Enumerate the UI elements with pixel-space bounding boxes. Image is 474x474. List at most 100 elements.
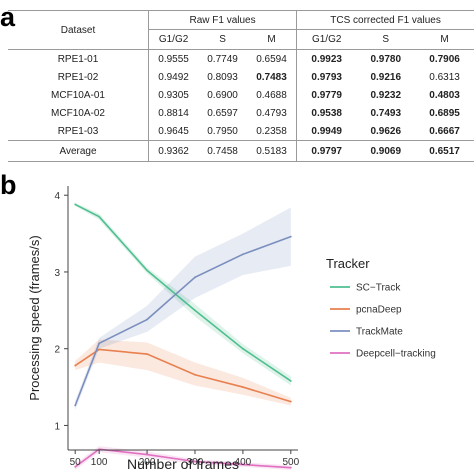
legend-label: Deepcell−tracking [356, 349, 436, 360]
sub-header: G1/G2 [311, 34, 342, 45]
data-point [194, 276, 196, 279]
sub-header: S [219, 34, 226, 45]
f1-value-cell: 0.6597 [207, 107, 238, 119]
f1-value-cell: 0.9923 [296, 49, 357, 68]
dataset-name-cell: MCF10A-01 [8, 86, 149, 104]
y-tick-label: 3 [54, 268, 60, 279]
f1-value-cell: 0.9779 [311, 89, 342, 101]
f1-value-cell: 0.9538 [311, 107, 342, 119]
f1-value-cell: 0.9949 [311, 125, 342, 137]
data-point [241, 386, 244, 388]
data-point [74, 465, 77, 468]
series-line-3 [74, 448, 291, 469]
data-point [194, 309, 196, 312]
table-row: RPE1-01 0.9555 0.7749 0.6594 0.9923 0.9780 0.7… [8, 49, 474, 68]
data-point [194, 373, 196, 376]
f1-value-cell: 0.8093 [207, 71, 238, 83]
data-point [289, 235, 292, 238]
data-point [289, 400, 292, 403]
band-0 [75, 202, 291, 386]
x-tick-label: 200 [139, 457, 156, 468]
band-1 [75, 339, 291, 406]
x-tick-label: 300 [187, 457, 204, 468]
f1-value-cell: 0.7493 [370, 107, 402, 119]
data-point [98, 215, 101, 218]
f1-table: Dataset Raw F1 values TCS corrected F1 v… [8, 10, 474, 162]
sub-header: G1/G2 [158, 34, 189, 45]
legend-label: TrackMate [356, 327, 403, 338]
x-axis-ticks: 50 100 200 300 400 500 [70, 450, 300, 468]
series-line-2 [74, 235, 292, 406]
confidence-bands [75, 202, 291, 470]
dataset-name-cell: Average [8, 140, 149, 162]
f1-value-cell: 0.9555 [148, 49, 199, 68]
table-row: RPE1-02 0.9492 0.8093 0.7483 0.9793 0.9216 0.6… [8, 68, 474, 86]
dataset-name-cell: RPE1-02 [8, 68, 149, 86]
sub-header: M [440, 34, 449, 45]
data-point [289, 466, 292, 469]
f1-value-cell: 0.7749 [198, 49, 247, 68]
f1-value-cell: 0.6594 [246, 49, 298, 68]
f1-value-cell: 0.4803 [429, 89, 460, 101]
x-tick-label: 100 [91, 457, 108, 468]
f1-value-cell: 0.6900 [207, 89, 238, 101]
raw-f1-header: Raw F1 values [148, 10, 298, 30]
f1-value-cell: 0.9793 [311, 71, 342, 83]
f1-value-cell: 0.6895 [429, 107, 460, 119]
x-axis-title: Number of frames [127, 456, 239, 472]
y-tick-label: 2 [54, 345, 60, 356]
x-tick-label: 50 [70, 457, 82, 468]
f1-value-cell: 0.6517 [415, 140, 474, 162]
data-point [74, 203, 77, 206]
legend-label: pcnaDeep [356, 305, 402, 316]
f1-value-cell: 0.2358 [246, 122, 298, 141]
f1-value-cell: 0.4793 [246, 104, 298, 122]
table-row: MCF10A-02 0.8814 0.6597 0.4793 0.9538 0.7493 0… [8, 104, 474, 122]
f1-value-cell: 0.7906 [415, 49, 474, 68]
data-point [194, 460, 196, 463]
f1-value-cell: 0.8814 [158, 107, 189, 119]
f1-value-cell: 0.7950 [207, 125, 238, 137]
table-row: RPE1-03 0.9645 0.7950 0.2358 0.9949 0.9626 0.6… [8, 122, 474, 141]
y-axis-title: Processing speed (frames/s) [27, 235, 42, 400]
dataset-header: Dataset [8, 10, 149, 50]
f1-value-cell: 0.5183 [246, 140, 298, 162]
sub-header: S [382, 34, 390, 45]
data-point [74, 404, 77, 407]
x-tick-label: 400 [235, 457, 252, 468]
data-point [241, 347, 244, 350]
data-point [289, 380, 292, 382]
legend: Tracker SC−Track pcnaDeep TrackMate Deepcel… [326, 256, 436, 360]
series-line-0 [74, 203, 292, 382]
y-tick-label: 4 [54, 191, 60, 202]
data-point [146, 353, 148, 355]
data-point [146, 453, 148, 456]
data-point [241, 463, 244, 466]
y-axis-ticks: 1 2 3 4 [54, 191, 68, 432]
f1-value-cell: 0.9069 [356, 140, 416, 162]
legend-title: Tracker [326, 256, 370, 271]
data-point [98, 348, 101, 351]
data-point [241, 253, 244, 256]
table-row: Average 0.9362 0.7458 0.5183 0.9797 0.9069 0.6… [8, 140, 474, 162]
dataset-name-cell: RPE1-03 [8, 122, 149, 141]
table-row: MCF10A-01 0.9305 0.6900 0.4688 0.9779 0.9232 0… [8, 86, 474, 104]
f1-value-cell: 0.9216 [370, 71, 402, 83]
f1-value-cell: 0.4688 [246, 86, 298, 104]
dataset-name-cell: MCF10A-02 [8, 104, 149, 122]
f1-value-cell: 0.9626 [370, 125, 402, 137]
data-point [146, 269, 148, 272]
data-point [98, 342, 101, 345]
f1-value-cell: 0.6313 [429, 71, 460, 83]
f1-value-cell: 0.9232 [370, 89, 402, 101]
tcs-f1-header: TCS corrected F1 values [296, 10, 474, 30]
band-2 [75, 207, 291, 411]
sub-header: M [246, 29, 298, 50]
f1-value-cell: 0.7458 [198, 140, 247, 162]
f1-value-cell: 0.9305 [158, 89, 189, 101]
f1-value-cell: 0.9492 [158, 71, 189, 83]
data-point [146, 318, 148, 321]
panel-label-b: b [0, 170, 17, 200]
f1-value-cell: 0.9645 [158, 125, 189, 137]
